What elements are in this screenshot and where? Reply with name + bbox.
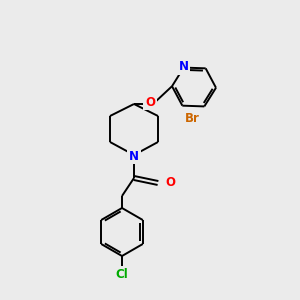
Text: O: O (145, 95, 155, 109)
Text: N: N (129, 149, 139, 163)
Text: O: O (165, 176, 175, 188)
Text: Br: Br (185, 112, 200, 125)
Text: Cl: Cl (116, 268, 128, 281)
Text: N: N (179, 60, 189, 73)
